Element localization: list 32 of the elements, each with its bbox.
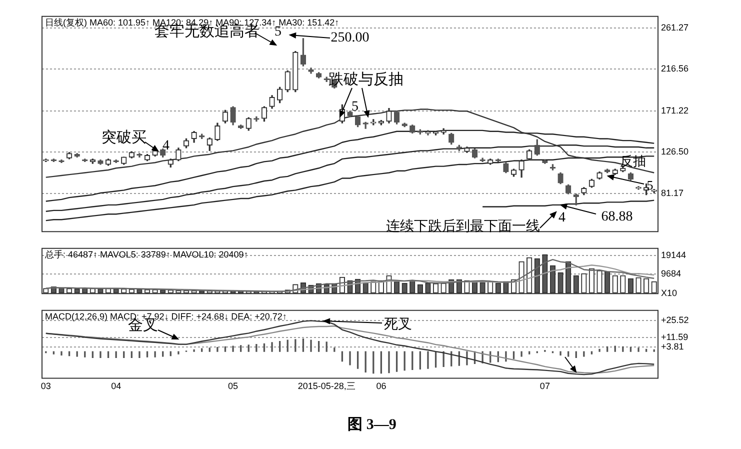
y-tick-label: 9684 xyxy=(661,268,682,279)
annotation: 5 xyxy=(274,24,282,40)
annotation: 5 xyxy=(352,100,358,115)
x-tick-label: 07 xyxy=(540,381,550,392)
annotation: 4 xyxy=(558,210,566,226)
chart-title: 总手: 46487↑ MAVOL5: 33789↑ MAVOL10: 20409↑ xyxy=(44,249,248,260)
y-tick-label: +11.59 xyxy=(661,332,688,342)
annotation: 连续下跌后到最下面一线 xyxy=(386,218,540,235)
chart-title: MACD(12,26,9) MACD: +7.92↓ DIFF: +24.68↓ DEA: +20.72↑ xyxy=(45,311,287,322)
y-tick-label: X10 xyxy=(661,288,678,298)
y-tick-label: 261.27 xyxy=(661,22,689,33)
annotation: 250.00 xyxy=(330,30,370,46)
x-tick-label: 04 xyxy=(111,381,122,392)
y-tick-label: 126.50 xyxy=(661,146,689,157)
x-tick-label: 2015-05-28,三 xyxy=(298,381,356,392)
y-tick-label: 216.56 xyxy=(661,64,689,74)
y-tick-label: +3.81 xyxy=(661,341,684,352)
annotation: 68.88 xyxy=(601,210,633,225)
x-tick-label: 06 xyxy=(376,381,386,392)
y-tick-label: 81.17 xyxy=(661,188,684,198)
y-tick-label: 19144 xyxy=(661,250,686,260)
x-tick-label: 05 xyxy=(228,381,238,392)
x-tick-label: 03 xyxy=(40,381,51,392)
caption: 图 3—9 xyxy=(348,416,396,433)
annotation: 跌破与反抽 xyxy=(328,70,404,88)
y-tick-label: 171.22 xyxy=(661,105,689,116)
annotation: 死叉 xyxy=(384,318,412,333)
y-tick-label: +25.52 xyxy=(661,315,689,326)
annotation: 突破买 xyxy=(102,128,146,146)
annotation: 5 xyxy=(646,177,654,192)
annotation: 4 xyxy=(162,138,170,154)
annotation: 反抽 xyxy=(620,153,646,168)
